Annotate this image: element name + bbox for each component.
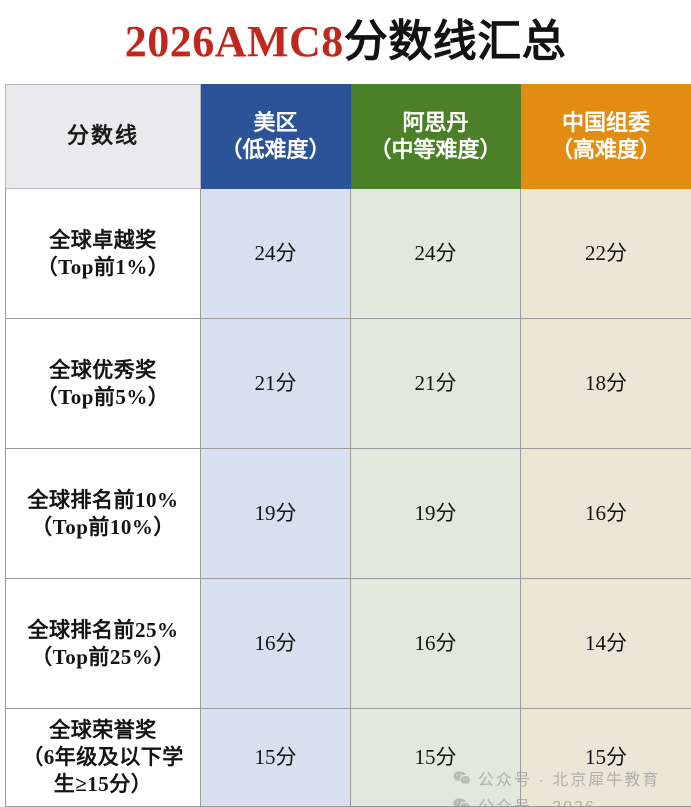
column-header-china: 中国组委 （高难度） [520,84,691,189]
table-header-row: 分数线 美区 （低难度） 阿思丹 （中等难度） 中国组委 （高难度） [5,84,691,189]
row-label-subtext: （Top前5%） [36,384,170,409]
cell-china-score: 14分 [520,578,691,709]
cell-usa-score: 16分 [200,578,351,709]
cell-china-score: 15分 [520,708,691,807]
column-header-asdan-label: 阿思丹 [402,109,469,135]
column-header-china-sublabel: （高难度） [550,136,661,162]
row-label-subtext: （Top前1%） [36,254,170,279]
cell-asdan-score: 15分 [350,708,521,807]
column-header-scoreline-label: 分数线 [66,123,139,149]
table-row: 全球优秀奖 （Top前5%） 21分 21分 18分 [5,318,691,449]
table-header: 分数线 美区 （低难度） 阿思丹 （中等难度） 中国组委 （高难度） [5,84,691,189]
row-label-global-top25: 全球排名前25% （Top前25%） [5,578,201,709]
cell-asdan-score: 21分 [350,318,521,449]
cell-usa-score: 24分 [200,188,351,319]
table-body: 全球卓越奖 （Top前1%） 24分 24分 22分 全球优秀奖 （Top前5%… [5,188,691,807]
column-header-scoreline: 分数线 [5,84,201,189]
row-label-subtext: （6年级及以下学生≥15分） [22,745,184,796]
table-row: 全球排名前25% （Top前25%） 16分 16分 14分 [5,578,691,709]
cell-china-score: 22分 [520,188,691,319]
column-header-asdan: 阿思丹 （中等难度） [350,84,521,189]
cell-china-score: 16分 [520,448,691,579]
page-title-bar: 2026AMC8分数线汇总 [0,0,691,84]
cell-asdan-score: 16分 [350,578,521,709]
column-header-asdan-sublabel: （中等难度） [369,136,502,162]
column-header-usa: 美区 （低难度） [200,84,351,189]
row-label-global-distinction: 全球卓越奖 （Top前1%） [5,188,201,319]
page-title-highlight: 2026AMC8 [124,17,344,66]
row-label-global-merit: 全球荣誉奖 （6年级及以下学生≥15分） [5,708,201,807]
row-label-subtext: （Top前25%） [31,644,175,669]
cell-asdan-score: 24分 [350,188,521,319]
cell-usa-score: 15分 [200,708,351,807]
page-title: 2026AMC8分数线汇总 [125,20,567,64]
row-label-text: 全球排名前25% [27,617,179,642]
table-row: 全球荣誉奖 （6年级及以下学生≥15分） 15分 15分 15分 [5,708,691,807]
page-title-rest: 分数线汇总 [343,17,567,66]
row-label-text: 全球卓越奖 [49,227,157,252]
table-row: 全球卓越奖 （Top前1%） 24分 24分 22分 [5,188,691,319]
row-label-text: 全球荣誉奖 [49,718,157,743]
table-row: 全球排名前10% （Top前10%） 19分 19分 16分 [5,448,691,579]
column-header-usa-sublabel: （低难度） [220,136,331,162]
row-label-text: 全球优秀奖 [49,357,157,382]
row-label-subtext: （Top前10%） [31,514,175,539]
cell-asdan-score: 19分 [350,448,521,579]
column-header-usa-label: 美区 [253,109,298,135]
column-header-china-label: 中国组委 [561,109,650,135]
cell-usa-score: 21分 [200,318,351,449]
row-label-text: 全球排名前10% [27,487,179,512]
cell-china-score: 18分 [520,318,691,449]
row-label-global-honor-roll: 全球优秀奖 （Top前5%） [5,318,201,449]
scoreline-table: 分数线 美区 （低难度） 阿思丹 （中等难度） 中国组委 （高难度） [5,84,691,807]
cell-usa-score: 19分 [200,448,351,579]
row-label-global-top10: 全球排名前10% （Top前10%） [5,448,201,579]
